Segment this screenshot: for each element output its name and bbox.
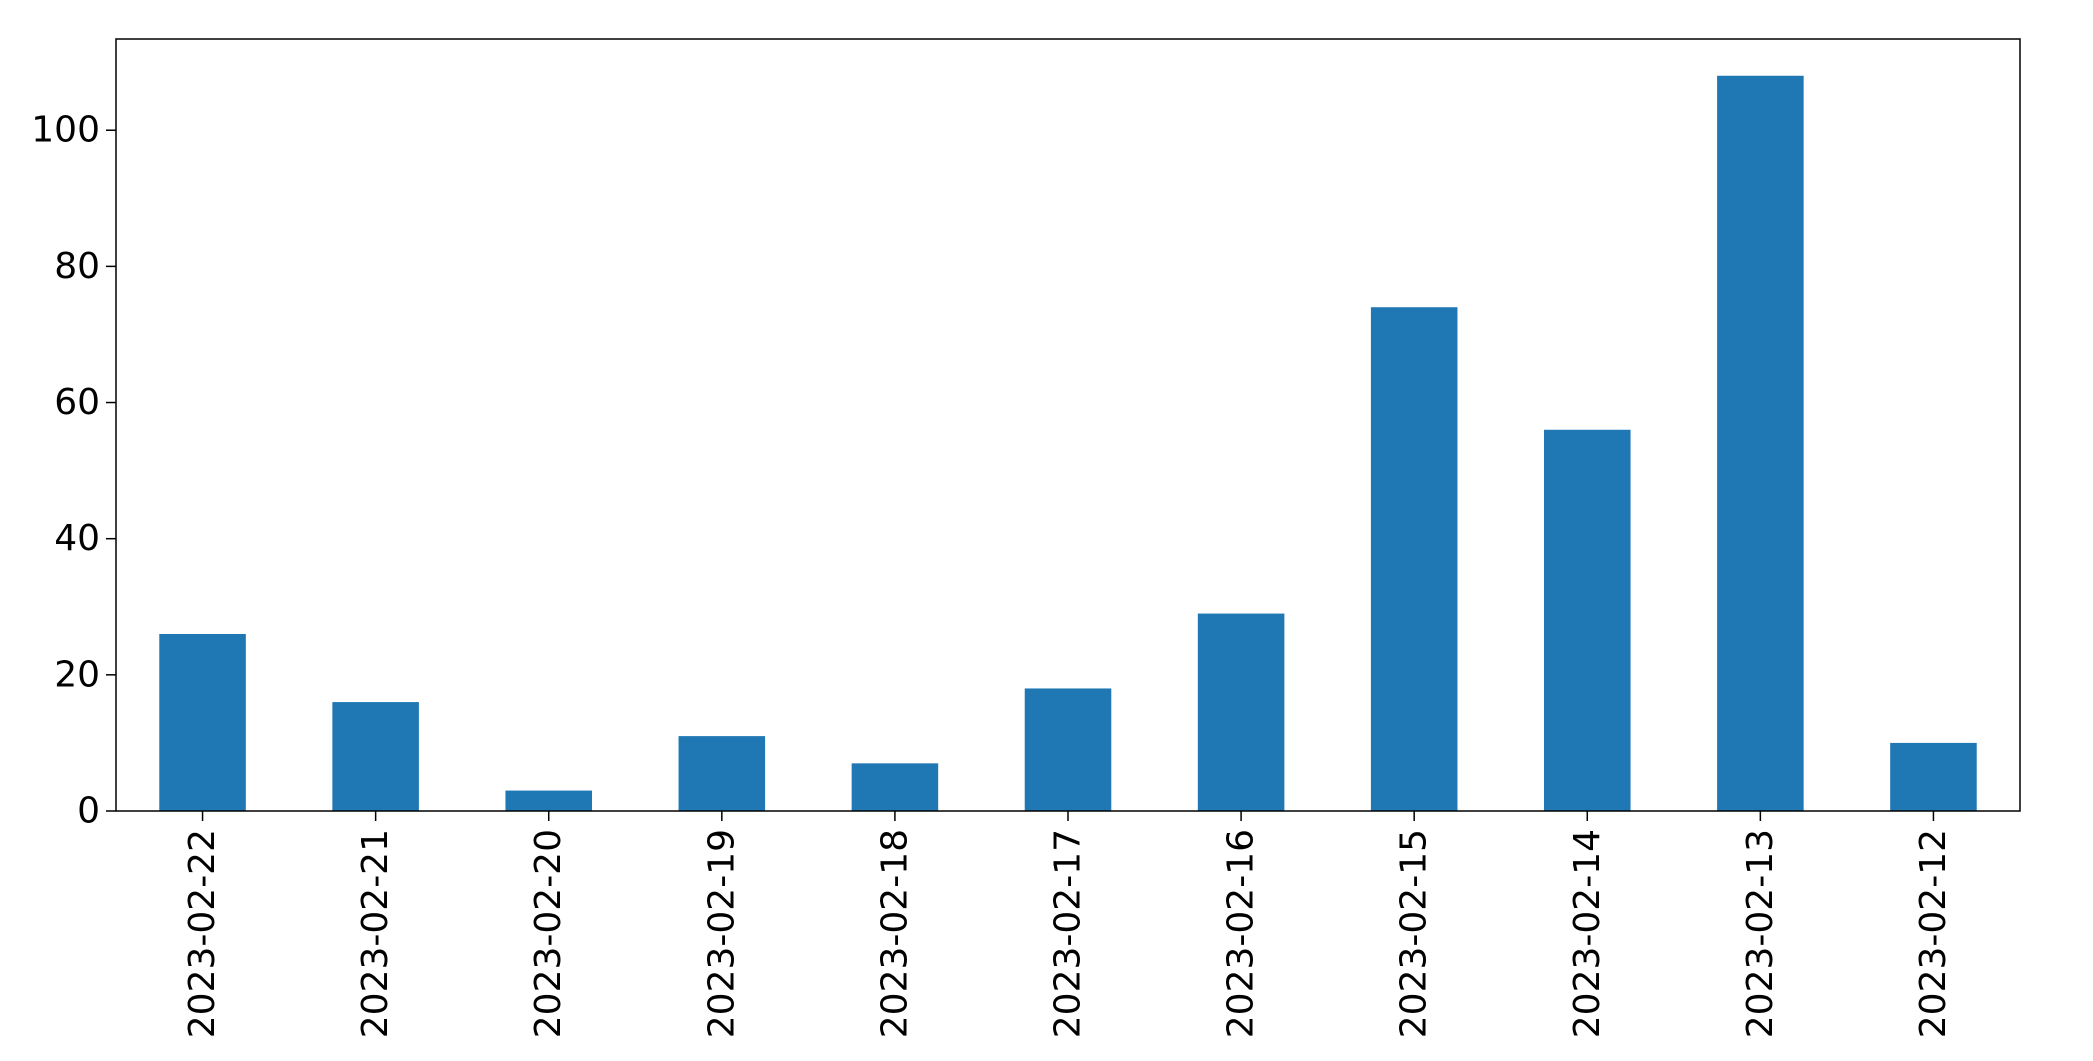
bar-2023-02-17 — [1024, 688, 1112, 811]
bars-group — [159, 75, 1977, 811]
bar-2023-02-19 — [678, 736, 766, 811]
y-axis: 0 20 40 60 80 100 — [31, 110, 116, 832]
x-tick-label: 2023-02-18 — [874, 829, 915, 1038]
y-tick-label: 80 — [54, 246, 100, 287]
x-tick-label: 2023-02-21 — [355, 829, 396, 1038]
bar-2023-02-18 — [851, 763, 939, 811]
y-tick-label: 20 — [54, 654, 100, 695]
y-tick-label: 60 — [54, 382, 100, 423]
x-tick-label: 2023-02-15 — [1394, 829, 1435, 1038]
bar-2023-02-16 — [1197, 613, 1285, 811]
bar-2023-02-12 — [1890, 742, 1977, 811]
bar-2023-02-22 — [159, 634, 246, 811]
x-tick-label: 2023-02-12 — [1913, 829, 1954, 1038]
y-tick-label: 100 — [31, 110, 100, 151]
bar-2023-02-15 — [1370, 307, 1458, 811]
x-tick-label: 2023-02-13 — [1740, 829, 1781, 1038]
x-tick-label: 2023-02-22 — [182, 829, 223, 1038]
bar-2023-02-21 — [332, 702, 419, 811]
plot-frame — [115, 38, 2021, 812]
x-tick-label: 2023-02-16 — [1221, 829, 1262, 1038]
x-tick-label: 2023-02-20 — [528, 829, 569, 1038]
y-tick-label: 0 — [77, 791, 100, 832]
y-tick-label: 40 — [54, 518, 100, 559]
x-axis: 2023-02-22 2023-02-21 2023-02-20 2023-02-19… — [182, 811, 1954, 1038]
x-tick-label: 2023-02-19 — [701, 829, 742, 1038]
x-tick-label: 2023-02-14 — [1567, 829, 1608, 1038]
bar-2023-02-20 — [505, 790, 592, 811]
bar-2023-02-13 — [1717, 75, 1804, 811]
x-tick-label: 2023-02-17 — [1048, 829, 1089, 1038]
bar-2023-02-14 — [1544, 429, 1631, 811]
